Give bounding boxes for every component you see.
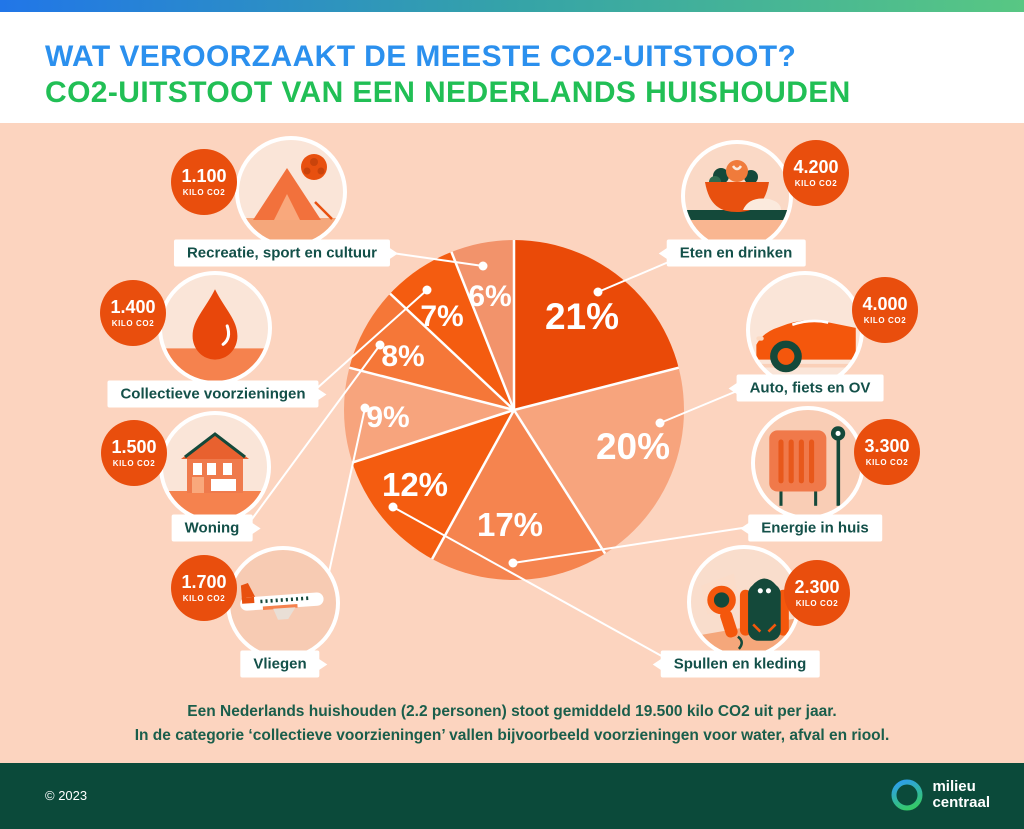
badge-value: 1.100 xyxy=(181,166,227,186)
footnote-line-2: In de categorie ‘collectieve voorziening… xyxy=(134,727,890,744)
badge-value: 1.400 xyxy=(110,297,156,317)
category-label-vliegen: Vliegen xyxy=(240,650,328,678)
percent-label-auto: 20% xyxy=(595,426,671,467)
badge-value: 1.700 xyxy=(181,572,227,592)
logo-ring-icon xyxy=(891,779,923,811)
badge-unit: KILO CO2 xyxy=(112,459,156,468)
badge-unit: KILO CO2 xyxy=(865,458,909,467)
badge-unit: KILO CO2 xyxy=(794,179,838,188)
percent-label-spullen: 12% xyxy=(381,466,449,503)
category-label-recreatie: Recreatie, sport en cultuur xyxy=(173,239,399,267)
badge-value: 1.500 xyxy=(111,437,157,457)
category-label-auto: Auto, fiets en OV xyxy=(728,374,884,402)
logo-text-line2: centraal xyxy=(932,794,990,811)
radiator-icon xyxy=(751,406,865,520)
car-icon xyxy=(746,271,864,389)
label-pointer xyxy=(317,388,327,400)
tent-ball-icon xyxy=(235,136,347,248)
percent-label-recreatie: 6% xyxy=(468,280,512,313)
percent-label-collectief: 7% xyxy=(420,300,464,333)
label-pointer xyxy=(318,658,328,670)
badge-unit: KILO CO2 xyxy=(795,599,839,608)
airplane-icon xyxy=(226,546,340,660)
category-label-collectief: Collectieve voorzieningen xyxy=(107,380,327,408)
gradient-top-bar xyxy=(0,0,1024,12)
page-subtitle: CO2-UITSTOOT VAN EEN NEDERLANDS HUISHOUD… xyxy=(45,76,851,109)
label-pointer xyxy=(658,247,668,259)
category-label-energie: Energie in huis xyxy=(740,514,882,542)
category-label-eten: Eten en drinken xyxy=(658,239,806,267)
co2-badge-energie: 3.300 KILO CO2 xyxy=(854,419,920,485)
badge-value: 4.000 xyxy=(862,294,908,314)
co2-badge-recreatie: 1.100 KILO CO2 xyxy=(171,149,237,215)
logo-text-line1: milieu xyxy=(932,777,976,795)
category-label-woning: Woning xyxy=(171,514,261,542)
badge-value: 4.200 xyxy=(793,157,839,177)
label-pointer xyxy=(389,247,399,259)
badge-unit: KILO CO2 xyxy=(111,319,155,328)
co2-badge-vliegen: 1.700 KILO CO2 xyxy=(171,555,237,621)
category-label-spullen: Spullen en kleding xyxy=(652,650,820,678)
label-pointer xyxy=(251,522,261,534)
house-icon xyxy=(159,411,271,523)
label-pointer xyxy=(728,382,738,394)
logo-text: milieu centraal xyxy=(932,777,990,812)
footer-bar: © 2023 milieu centraal xyxy=(0,763,1024,829)
badge-unit: KILO CO2 xyxy=(182,594,226,603)
label-pointer xyxy=(652,658,662,670)
footnote-line-1: Een Nederlands huishouden (2.2 personen)… xyxy=(187,703,837,720)
co2-badge-auto: 4.000 KILO CO2 xyxy=(852,277,918,343)
salad-bowl-icon xyxy=(681,140,793,252)
badge-value: 2.300 xyxy=(794,577,840,597)
percent-label-woning: 8% xyxy=(381,340,425,373)
page-title: WAT VEROORZAAKT DE MEESTE CO2-UITSTOOT? xyxy=(45,40,797,73)
co2-badge-woning: 1.500 KILO CO2 xyxy=(101,420,167,486)
percent-label-vliegen: 9% xyxy=(366,401,410,434)
backpack-hairdryer-icon xyxy=(687,545,801,659)
label-pointer xyxy=(740,522,750,534)
badge-unit: KILO CO2 xyxy=(863,316,907,325)
co2-badge-spullen: 2.300 KILO CO2 xyxy=(784,560,850,626)
badge-unit: KILO CO2 xyxy=(182,188,226,197)
co2-badge-collectief: 1.400 KILO CO2 xyxy=(100,280,166,346)
percent-label-energie: 17% xyxy=(476,506,544,543)
copyright-text: © 2023 xyxy=(45,788,88,803)
percent-label-eten: 21% xyxy=(544,296,620,337)
milieu-centraal-logo: milieu centraal xyxy=(890,778,990,812)
co2-badge-eten: 4.200 KILO CO2 xyxy=(783,140,849,206)
badge-value: 3.300 xyxy=(864,436,910,456)
water-drop-icon xyxy=(158,271,272,385)
